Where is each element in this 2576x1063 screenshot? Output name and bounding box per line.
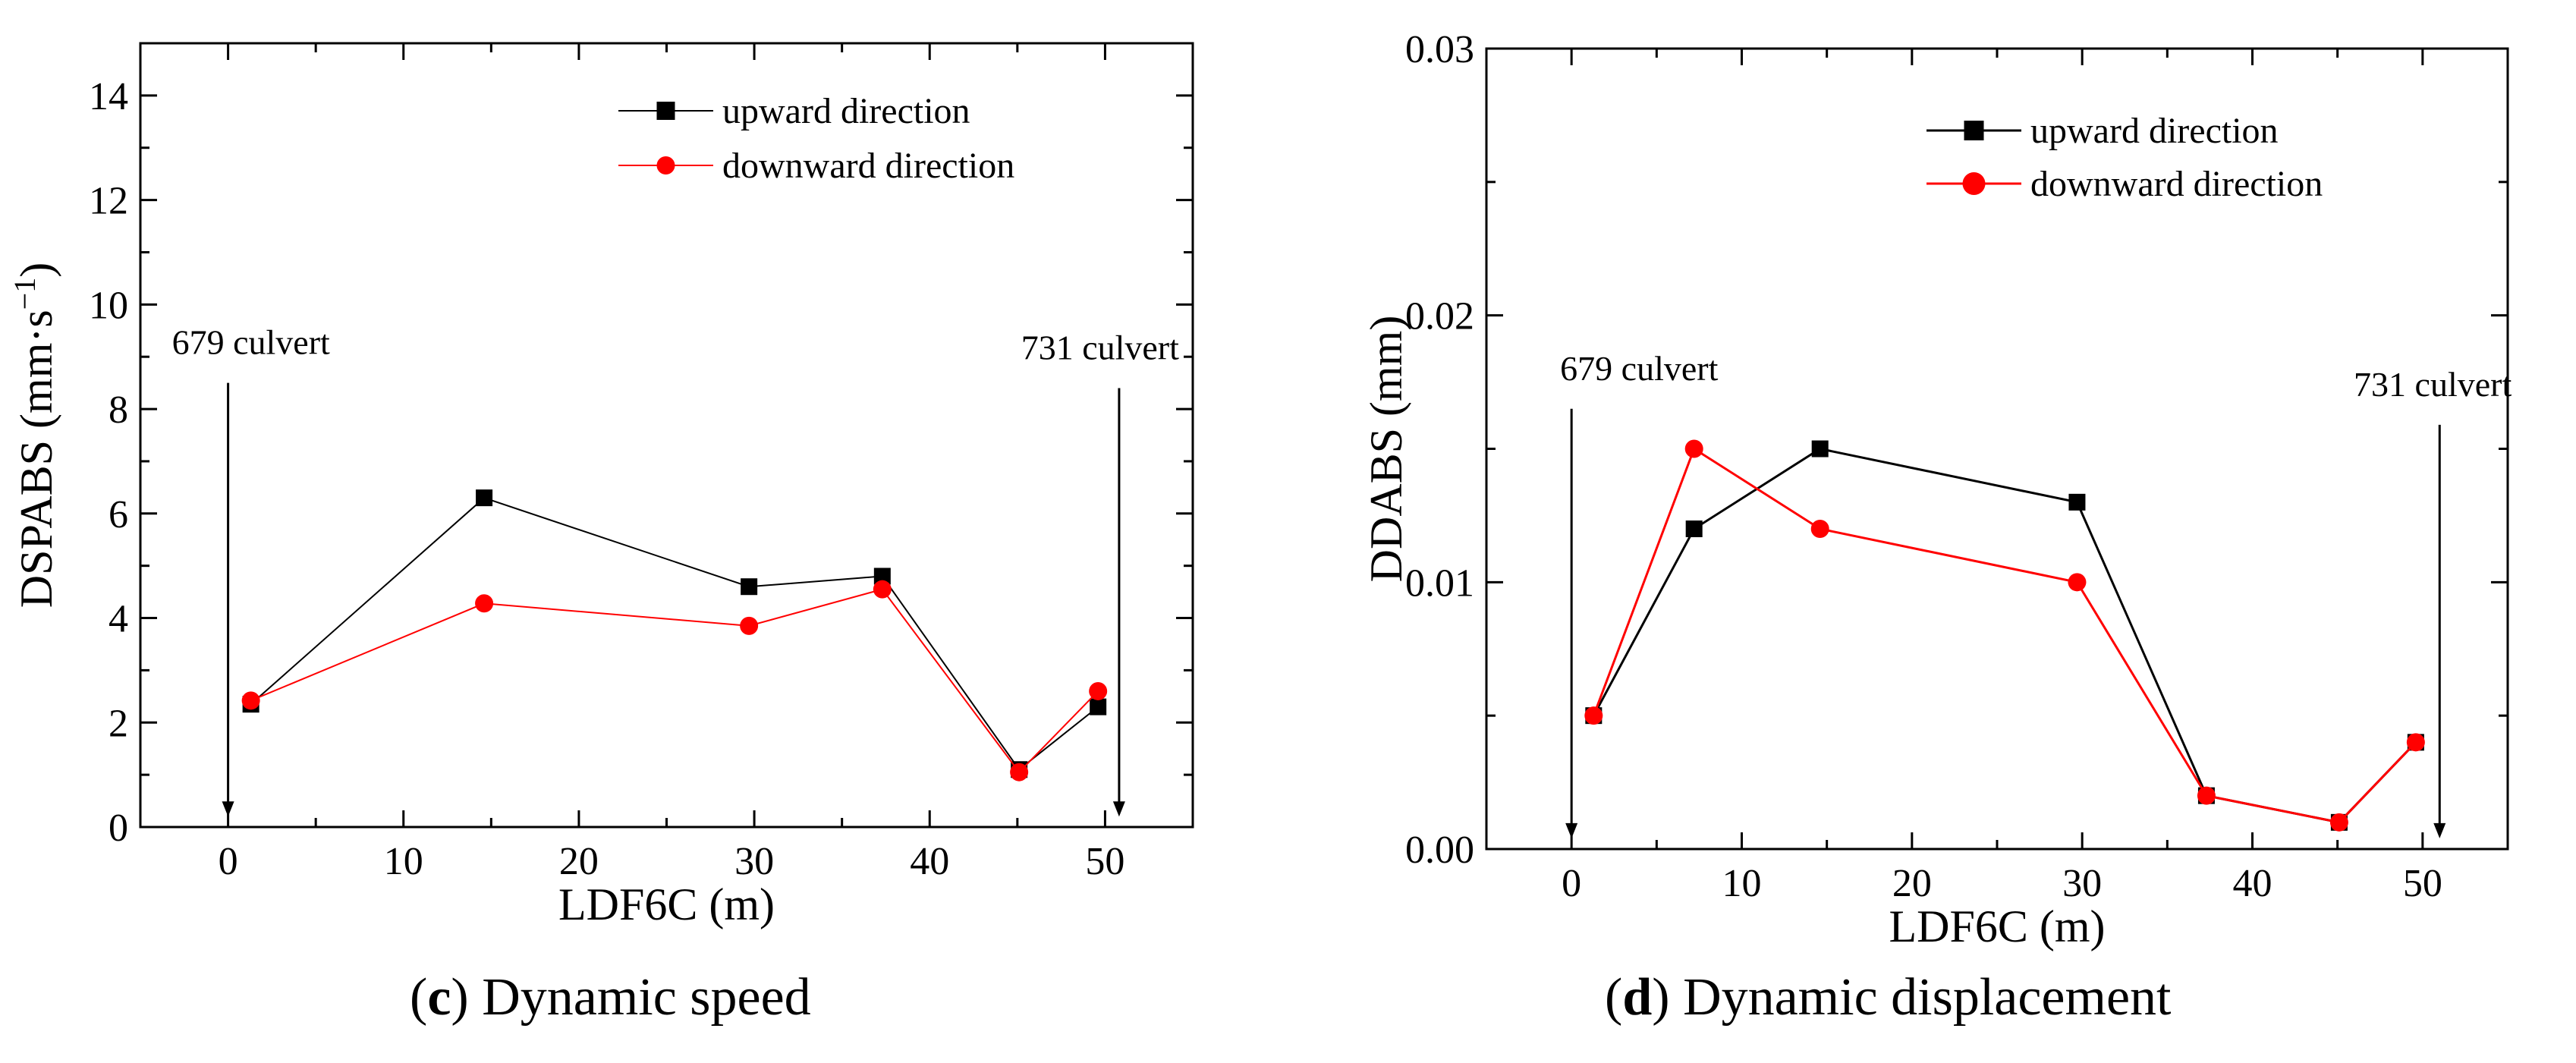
pc-data-point-circle: [873, 580, 892, 599]
pc-x-tick-label: 30: [734, 840, 774, 883]
pc-legend-marker-square: [656, 102, 675, 120]
pd-legend-marker-circle: [1962, 172, 1986, 195]
caption-c-letter: c: [427, 968, 451, 1027]
pd-x-tick-label: 40: [2233, 862, 2272, 905]
pd-x-tick-label: 10: [1722, 862, 1762, 905]
pc-legend-label: upward direction: [722, 91, 970, 131]
pd-annotation-arrow-head: [2433, 822, 2446, 838]
pc-y-tick-label: 4: [109, 598, 128, 641]
pc-annotation-label: 731 culvert: [1021, 329, 1179, 367]
pd-legend-label: downward direction: [2030, 164, 2323, 204]
pd-y-tick-label: 0.02: [1405, 295, 1474, 338]
caption-d-letter: d: [1622, 968, 1653, 1027]
pc-y-axis-label-main: DSPABS (mm·s: [11, 310, 61, 608]
pc-y-tick-label: 0: [109, 807, 128, 850]
pc-y-axis-label: DSPABS (mm·s−1): [8, 263, 62, 608]
pc-y-axis-label-sup: −1: [8, 278, 42, 310]
pd-annotation-arrow-head: [1565, 822, 1578, 838]
pd-x-tick-label: 30: [2062, 862, 2102, 905]
chart-panel-d: 0 10 20 30 40 50 0.00 0.01 0.02 0.03 LDF6C (m) DDAB…: [1361, 28, 2512, 951]
pd-plot-frame: [1485, 47, 2509, 851]
pc-annotation-label: 679 culvert: [172, 323, 330, 362]
pd-x-tick-label: 0: [1562, 862, 1581, 905]
pd-y-tick-label: 0.00: [1405, 829, 1474, 872]
pd-y-tick-label: 0.03: [1405, 28, 1474, 71]
pd-annotation-label: 679 culvert: [1560, 349, 1718, 388]
pd-data-point-circle: [2197, 786, 2216, 805]
pc-y-tick-label: 10: [89, 284, 128, 327]
pc-y-tick-label: 8: [109, 388, 128, 432]
caption-c-text: Dynamic speed: [482, 968, 811, 1027]
pc-x-tick-label: 0: [219, 840, 238, 883]
pc-x-tick-label: 50: [1085, 840, 1124, 883]
pd-data-point-circle: [1584, 706, 1603, 725]
pd-data-point-square: [1685, 520, 1703, 537]
pc-data-point-square: [741, 578, 758, 596]
pc-data-point-circle: [241, 691, 260, 710]
pc-y-axis-label-close: ): [11, 263, 61, 278]
pc-series-line-1: [250, 588, 1099, 774]
pd-data-point-square: [1811, 440, 1829, 458]
pc-legend-label: downward direction: [722, 146, 1014, 186]
pc-x-tick-label: 40: [910, 840, 949, 883]
pd-y-tick-label: 0.01: [1405, 561, 1474, 605]
pc-data-point-circle: [1010, 763, 1029, 782]
pd-data-point-circle: [2068, 573, 2087, 592]
pc-annotation-arrow-head: [1112, 801, 1125, 817]
chart-panel-c: 0 10 20 30 40 50 0 2 4 6 8 10 12 14 LDF6C (m) DSPABS (m…: [8, 42, 1194, 929]
pc-legend-marker-circle: [656, 156, 675, 175]
pd-legend-marker-square: [1964, 121, 1984, 140]
pc-x-tick-label: 10: [384, 840, 423, 883]
pc-data-point-circle: [1089, 681, 1108, 700]
pc-y-tick-label: 6: [109, 493, 128, 536]
pc-data-point-circle: [740, 616, 759, 635]
caption-d-text: Dynamic displacement: [1683, 968, 2172, 1027]
pc-x-tick-label: 20: [559, 840, 599, 883]
pd-series-line-0: [1593, 447, 2417, 824]
pd-annotation-label: 731 culvert: [2354, 365, 2512, 404]
pd-legend-label: upward direction: [2030, 111, 2279, 151]
pc-data-point-square: [476, 489, 493, 507]
pd-data-point-square: [2068, 493, 2086, 511]
pc-y-tick-label: 12: [89, 180, 128, 223]
pd-x-tick-label: 50: [2403, 862, 2442, 905]
pc-data-point-square: [1090, 698, 1107, 715]
pc-y-tick-label: 14: [89, 75, 128, 118]
pc-x-axis-label: LDF6C (m): [558, 879, 775, 929]
pd-x-tick-label: 20: [1892, 862, 1932, 905]
pc-y-tick-label: 2: [109, 702, 128, 745]
pd-series-line-1: [1592, 447, 2417, 824]
pd-data-point-circle: [1684, 439, 1703, 458]
pd-y-axis-label-main: DDABS (mm): [1361, 316, 1411, 583]
pd-x-axis-label: LDF6C (m): [1889, 901, 2106, 951]
pd-data-point-circle: [2406, 733, 2425, 752]
pc-data-point-square: [873, 568, 891, 585]
pd-data-point-circle: [2329, 813, 2348, 832]
pd-data-point-circle: [1810, 520, 1829, 538]
pc-annotation-arrow-head: [222, 801, 234, 817]
pc-data-point-circle: [475, 594, 494, 613]
caption-c: (c) Dynamic speed: [410, 968, 811, 1027]
caption-d: (d) Dynamic displacement: [1605, 968, 2172, 1027]
pd-y-axis-label: DDABS (mm): [1361, 316, 1411, 583]
pc-series-line-0: [250, 497, 1099, 771]
